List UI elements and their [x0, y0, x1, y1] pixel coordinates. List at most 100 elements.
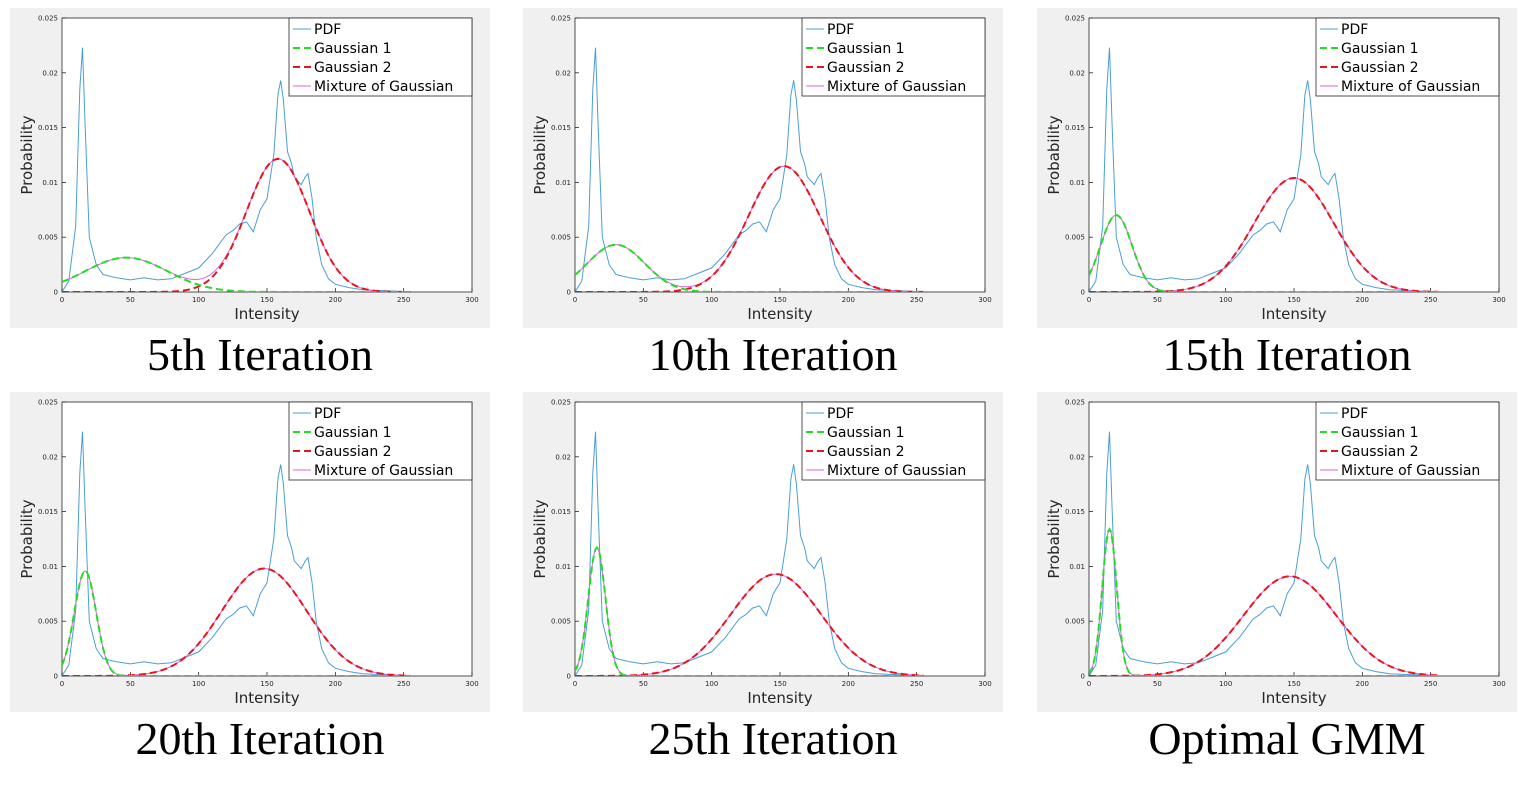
x-axis-label: Intensity [234, 305, 299, 323]
x-tick-label: 0 [60, 296, 64, 304]
x-tick-label: 250 [397, 296, 410, 304]
legend-label: Mixture of Gaussian [1341, 463, 1480, 479]
y-axis-label: Probability [531, 115, 549, 194]
x-tick-label: 250 [1424, 680, 1437, 688]
x-tick-label: 50 [126, 296, 135, 304]
chart-panel-6: 0 50 100 150 200 250 300 0 0.005 0.01 0.015 0.02 0.0… [1037, 392, 1522, 777]
x-tick-label: 150 [260, 296, 273, 304]
x-tick-label: 250 [397, 680, 410, 688]
series-group [1089, 431, 1438, 676]
legend-box [1315, 17, 1500, 97]
legend-label: Gaussian 2 [314, 60, 392, 76]
x-tick-label: 0 [60, 680, 64, 688]
legend-label: PDF [314, 406, 341, 422]
x-tick-label: 0 [1087, 680, 1091, 688]
y-tick-label: 0.015 [38, 124, 58, 132]
x-tick-label: 100 [192, 296, 205, 304]
legend-label: Gaussian 2 [1341, 444, 1419, 460]
series-group [575, 47, 924, 292]
y-tick-label: 0 [567, 289, 571, 297]
panel-title-3: 15th Iteration [1162, 329, 1412, 380]
series-group [575, 431, 924, 676]
series-group [1089, 47, 1438, 292]
y-tick-label: 0.01 [42, 179, 58, 187]
x-tick-label: 50 [1153, 296, 1162, 304]
chart-panel-5: 0 50 100 150 200 250 300 0 0.005 0.01 0.015 0.02 0.0… [523, 392, 1023, 777]
y-tick-label: 0.01 [42, 563, 58, 571]
legend-label: Mixture of Gaussian [827, 79, 966, 95]
legend-label: Gaussian 1 [827, 41, 905, 57]
y-axis-label: Probability [1045, 115, 1063, 194]
y-tick-label: 0.025 [1065, 15, 1085, 23]
gaussian-1-line [62, 569, 411, 676]
y-tick-label: 0.015 [551, 508, 571, 516]
chart-panel-1: 0 50 100 150 200 250 300 0 0.005 0.01 0.015 0.02 0.0… [10, 8, 510, 393]
x-tick-label: 200 [1356, 680, 1369, 688]
legend-label: PDF [1341, 22, 1368, 38]
x-tick-label: 50 [126, 680, 135, 688]
y-axis-label: Probability [18, 499, 36, 578]
legend-box [801, 401, 986, 481]
legend-label: Gaussian 1 [314, 41, 392, 57]
y-tick-label: 0.02 [1069, 453, 1085, 461]
y-tick-label: 0.025 [38, 15, 58, 23]
y-tick-label: 0.01 [555, 179, 571, 187]
chart-5: 0 50 100 150 200 250 300 0 0.005 0.01 0.015 0.02 0.0… [523, 392, 1003, 712]
x-tick-label: 150 [773, 296, 786, 304]
panel-title-5: 25th Iteration [648, 713, 898, 764]
y-tick-label: 0.01 [1069, 563, 1085, 571]
x-axis-label: Intensity [1261, 305, 1326, 323]
legend-label: Mixture of Gaussian [314, 79, 453, 95]
y-tick-label: 0.02 [42, 69, 58, 77]
legend-label: PDF [1341, 406, 1368, 422]
panel-title-6: Optimal GMM [1148, 713, 1426, 764]
x-tick-label: 250 [910, 680, 923, 688]
x-tick-label: 300 [465, 680, 478, 688]
y-tick-label: 0.025 [38, 399, 58, 407]
y-tick-label: 0.005 [551, 234, 571, 242]
x-tick-label: 50 [639, 680, 648, 688]
chart-panel-4: 0 50 100 150 200 250 300 0 0.005 0.01 0.015 0.02 0.0… [10, 392, 510, 777]
y-tick-label: 0.02 [42, 453, 58, 461]
legend-label: Mixture of Gaussian [827, 463, 966, 479]
legend-label: Gaussian 1 [314, 425, 392, 441]
y-tick-label: 0 [54, 673, 58, 681]
x-tick-label: 50 [1153, 680, 1162, 688]
legend-label: PDF [827, 22, 854, 38]
x-tick-label: 200 [1356, 296, 1369, 304]
legend-label: Gaussian 2 [827, 60, 905, 76]
chart-6: 0 50 100 150 200 250 300 0 0.005 0.01 0.015 0.02 0.0… [1037, 392, 1517, 712]
x-tick-label: 200 [329, 296, 342, 304]
x-axis-label: Intensity [234, 689, 299, 707]
y-tick-label: 0.02 [1069, 69, 1085, 77]
pdf-line [575, 431, 924, 676]
y-tick-label: 0 [54, 289, 58, 297]
x-tick-label: 0 [573, 680, 577, 688]
y-tick-label: 0 [567, 673, 571, 681]
x-tick-label: 150 [1287, 296, 1300, 304]
chart-4: 0 50 100 150 200 250 300 0 0.005 0.01 0.015 0.02 0.0… [10, 392, 490, 712]
y-axis-label: Probability [18, 115, 36, 194]
y-tick-label: 0.01 [555, 563, 571, 571]
y-tick-label: 0.025 [551, 399, 571, 407]
y-axis-label: Probability [531, 499, 549, 578]
x-tick-label: 50 [639, 296, 648, 304]
y-tick-label: 0.005 [1065, 618, 1085, 626]
y-tick-label: 0.015 [1065, 508, 1085, 516]
x-tick-label: 100 [705, 680, 718, 688]
legend-label: Gaussian 2 [314, 444, 392, 460]
x-tick-label: 0 [573, 296, 577, 304]
y-tick-label: 0.025 [1065, 399, 1085, 407]
legend-label: Gaussian 1 [827, 425, 905, 441]
legend-label: Gaussian 1 [1341, 41, 1419, 57]
x-tick-label: 300 [1492, 296, 1505, 304]
legend-label: Gaussian 2 [827, 444, 905, 460]
x-tick-label: 150 [1287, 680, 1300, 688]
gaussian-2-line [575, 165, 924, 292]
x-tick-label: 100 [705, 296, 718, 304]
y-tick-label: 0.015 [38, 508, 58, 516]
x-tick-label: 300 [978, 680, 991, 688]
series-group [62, 47, 411, 292]
gaussian-2-line [1089, 176, 1438, 292]
x-tick-label: 300 [978, 296, 991, 304]
